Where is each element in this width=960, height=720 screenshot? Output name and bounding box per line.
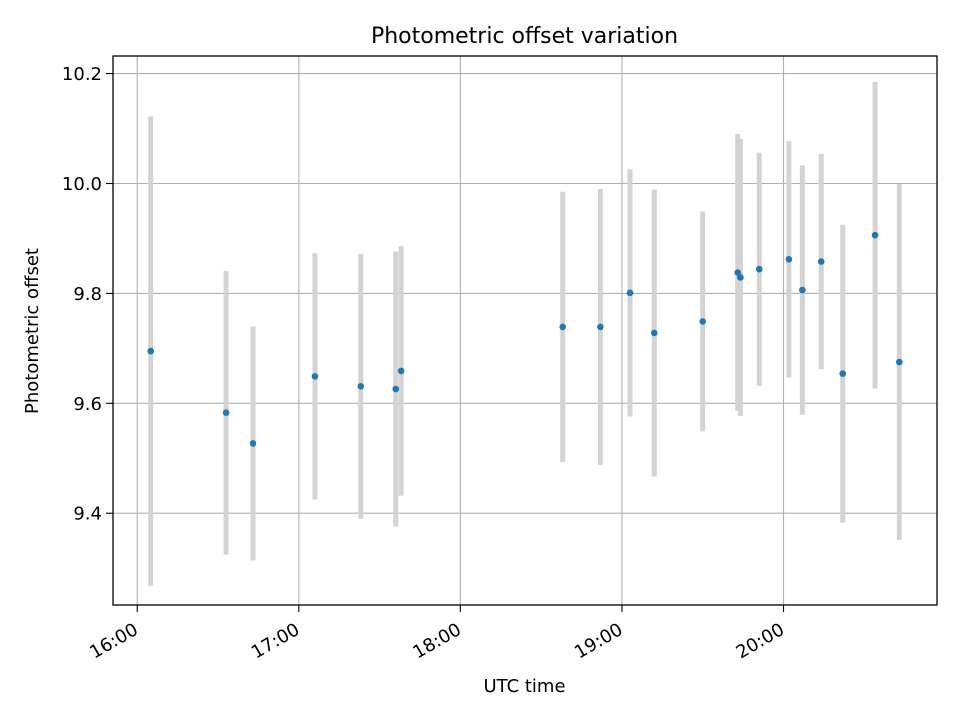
data-point	[311, 373, 319, 380]
data-point	[650, 329, 658, 337]
y-tick-label: 10.0	[62, 174, 102, 195]
data-point	[734, 269, 742, 276]
data-point	[597, 323, 604, 331]
y-tick-label: 9.8	[73, 284, 102, 305]
y-axis-title: Photometric offset	[22, 248, 43, 414]
data-point	[785, 256, 793, 263]
data-point	[222, 409, 230, 416]
y-tick-label: 9.4	[73, 504, 102, 525]
data-point	[147, 347, 154, 355]
data-point	[392, 385, 400, 393]
data-point	[699, 318, 707, 325]
chart-title: Photometric offset variation	[371, 24, 678, 49]
data-point	[737, 274, 744, 281]
data-point	[839, 370, 847, 377]
x-axis-title: UTC time	[483, 676, 565, 697]
data-point	[249, 440, 257, 447]
y-tick-label: 10.2	[62, 64, 102, 85]
data-point	[397, 367, 405, 375]
grid-lines	[113, 56, 937, 605]
data-point	[896, 358, 903, 366]
data-point	[357, 382, 365, 390]
plot-frame	[112, 55, 938, 606]
data-point	[799, 286, 806, 294]
data-point	[755, 265, 763, 273]
data-points	[147, 231, 903, 447]
data-point	[626, 289, 634, 297]
y-tick-label: 9.6	[73, 394, 102, 415]
data-point	[559, 323, 566, 331]
data-point	[817, 258, 825, 265]
data-point	[871, 231, 879, 239]
